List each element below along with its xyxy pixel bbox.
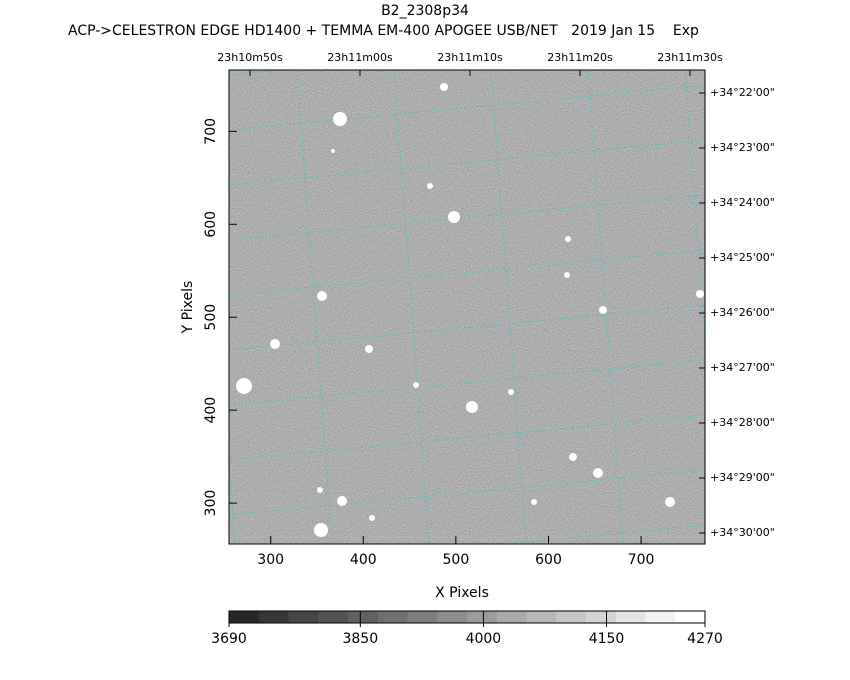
colorbar-swatch: [377, 611, 408, 623]
colorbar-swatch: [586, 611, 617, 623]
colorbar: 3690 3850 4000 4150 4270: [211, 610, 723, 647]
ra-grid-line: [684, 70, 705, 348]
chart-subtitle: ACP->CELESTRON EDGE HD1400 + TEMMA EM-40…: [68, 23, 699, 39]
ra-label: 23h11m00s: [327, 51, 393, 64]
image: [103, 70, 817, 544]
colorbar-swatch: [556, 611, 587, 623]
colorbar-swatch: [229, 611, 260, 623]
ra-grid-line: [782, 70, 817, 544]
colorbar-tick-label: 4270: [687, 631, 723, 647]
colorbar-swatch: [258, 611, 289, 623]
y-tick-label: 300: [203, 490, 219, 517]
x-tick-label: 300: [257, 552, 284, 568]
colorbar-tick-label: 3690: [211, 631, 247, 647]
colorbar-tick-label: 3850: [342, 631, 378, 647]
dec-label: +34°27'00": [710, 361, 775, 374]
colorbar-swatch: [467, 611, 498, 623]
dec-label: +34°26'00": [710, 306, 775, 319]
colorbar-swatch: [348, 611, 379, 623]
plot-frame: [228, 69, 706, 545]
x-tick-label: 700: [628, 552, 655, 568]
chart-title: B2_2308p34: [381, 3, 469, 19]
colorbar-swatch: [288, 611, 319, 623]
colorbar-swatch: [437, 611, 468, 623]
y-tick-label: 500: [203, 304, 219, 331]
dec-label: +34°23'00": [710, 141, 775, 154]
image-noise: [229, 70, 705, 544]
colorbar-swatch: [496, 611, 527, 623]
colorbar-tick-label: 4000: [466, 631, 502, 647]
dec-label: +34°28'00": [710, 416, 775, 429]
dec-label: +34°29'00": [710, 471, 775, 484]
ra-grid-line: [393, 70, 430, 544]
colorbar-swatch: [407, 611, 438, 623]
y-tick-label: 400: [203, 397, 219, 424]
colorbar-swatch: [318, 611, 349, 623]
colorbar-swatch: [615, 611, 646, 623]
x-tick-label: 600: [535, 552, 562, 568]
dec-label: +34°22'00": [710, 86, 775, 99]
x-tick-label: 500: [443, 552, 470, 568]
dec-label: +34°25'00": [710, 251, 775, 264]
colorbar-tick-label: 4150: [589, 631, 625, 647]
ra-label: 23h10m50s: [217, 51, 283, 64]
y-axis-label: Y Pixels: [180, 281, 196, 335]
ra-label: 23h11m10s: [437, 51, 503, 64]
ra-label: 23h11m20s: [547, 51, 613, 64]
x-tick-label: 400: [350, 552, 377, 568]
x-axis-label: X Pixels: [435, 585, 489, 601]
y-tick-label: 700: [203, 118, 219, 145]
colorbar-swatch: [526, 611, 557, 623]
colorbar-swatch: [645, 611, 676, 623]
colorbar-swatch: [675, 611, 706, 623]
ra-label: 23h11m30s: [657, 51, 723, 64]
stars: [236, 83, 704, 537]
ra-grid-line: [296, 70, 333, 544]
ra-grid-line: [490, 70, 527, 544]
dec-label: +34°30'00": [710, 526, 775, 539]
ra-grid-line: [103, 70, 138, 544]
dec-label: +34°24'00": [710, 196, 775, 209]
y-tick-label: 600: [203, 211, 219, 238]
